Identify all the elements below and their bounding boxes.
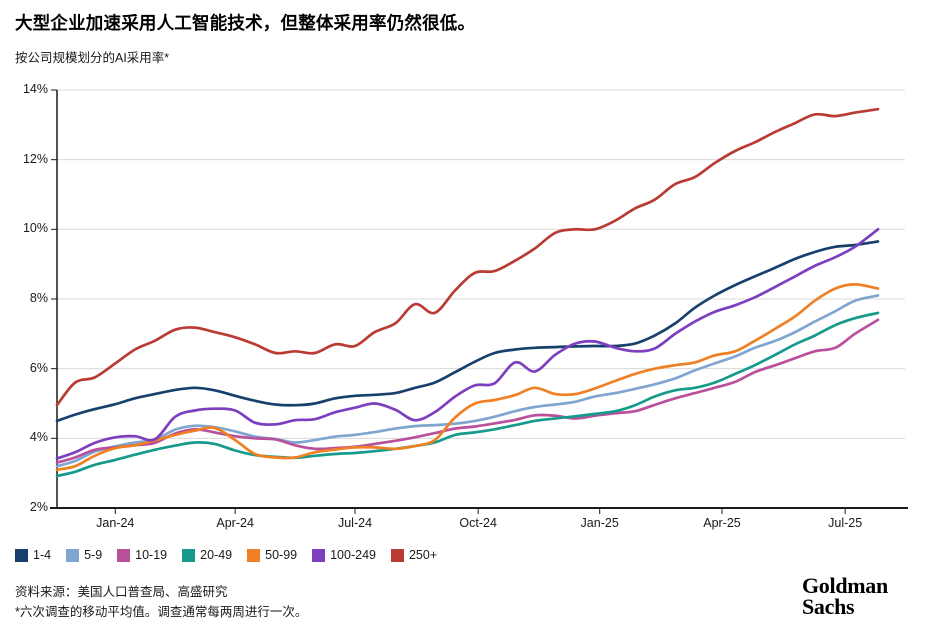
series-line-10-19 bbox=[55, 318, 880, 465]
x-tick-label: Oct-24 bbox=[459, 516, 497, 530]
legend-item-10-19: 10-19 bbox=[117, 548, 167, 562]
legend-label: 250+ bbox=[408, 548, 438, 562]
x-tick-label: Apr-24 bbox=[216, 516, 254, 530]
x-tick-label: Jul-24 bbox=[337, 516, 373, 530]
x-tick-label: Jan-25 bbox=[580, 516, 619, 530]
y-tick-label: 4% bbox=[29, 430, 48, 445]
legend-item-250+: 250+ bbox=[390, 548, 438, 562]
legend-swatch bbox=[390, 548, 404, 562]
legend-item-20-49: 20-49 bbox=[182, 548, 232, 562]
series-line-250+ bbox=[55, 107, 880, 407]
legend-item-50-99: 50-99 bbox=[247, 548, 297, 562]
y-tick-label: 2% bbox=[29, 500, 48, 514]
legend-label: 10-19 bbox=[135, 548, 168, 562]
legend-label: 50-99 bbox=[265, 548, 298, 562]
series-line-100-249 bbox=[55, 227, 880, 460]
legend-swatch bbox=[117, 548, 131, 562]
footnote: *六次调查的移动平均值。调查通常每两周进行一次。 bbox=[15, 605, 308, 619]
legend-label: 1-4 bbox=[33, 548, 52, 562]
y-tick-label: 8% bbox=[29, 291, 48, 305]
series-line-1-4 bbox=[55, 240, 880, 423]
series-line-5-9 bbox=[55, 294, 880, 468]
legend-swatch bbox=[182, 548, 196, 562]
logo-line-2: Sachs bbox=[802, 594, 855, 619]
x-tick-label: Jan-24 bbox=[96, 516, 135, 530]
legend-swatch bbox=[312, 548, 326, 562]
page-title: 大型企业加速采用人工智能技术，但整体采用率仍然很低。 bbox=[15, 13, 476, 33]
x-tick-label: Jul-25 bbox=[828, 516, 863, 530]
legend-label: 20-49 bbox=[200, 548, 233, 562]
y-tick-label: 12% bbox=[22, 151, 48, 166]
legend-swatch bbox=[247, 548, 261, 562]
logo-line-1: Goldman bbox=[802, 573, 888, 598]
goldman-sachs-logo: Goldman Sachs bbox=[802, 573, 888, 619]
page-subtitle: 按公司规模划分的AI采用率* bbox=[15, 51, 170, 65]
legend-item-1-4: 1-4 bbox=[15, 548, 51, 562]
chart-legend: 1-4 5-9 10-19 20-49 50-99 100-249 250+ bbox=[15, 548, 452, 562]
series-line-20-49 bbox=[55, 311, 880, 478]
legend-label: 5-9 bbox=[84, 548, 103, 562]
legend-item-5-9: 5-9 bbox=[66, 548, 102, 562]
legend-swatch bbox=[15, 548, 28, 562]
legend-swatch bbox=[66, 548, 80, 562]
x-tick-label: Apr-25 bbox=[703, 516, 741, 530]
source-note: 资料来源：美国人口普查局、高盛研究 bbox=[15, 585, 228, 599]
legend-label: 100-249 bbox=[330, 548, 376, 562]
y-tick-label: 6% bbox=[29, 360, 48, 375]
legend-item-100-249: 100-249 bbox=[312, 548, 376, 562]
y-tick-label: 10% bbox=[22, 221, 48, 236]
series-line-50-99 bbox=[55, 283, 880, 472]
y-tick-label: 14% bbox=[22, 82, 48, 96]
